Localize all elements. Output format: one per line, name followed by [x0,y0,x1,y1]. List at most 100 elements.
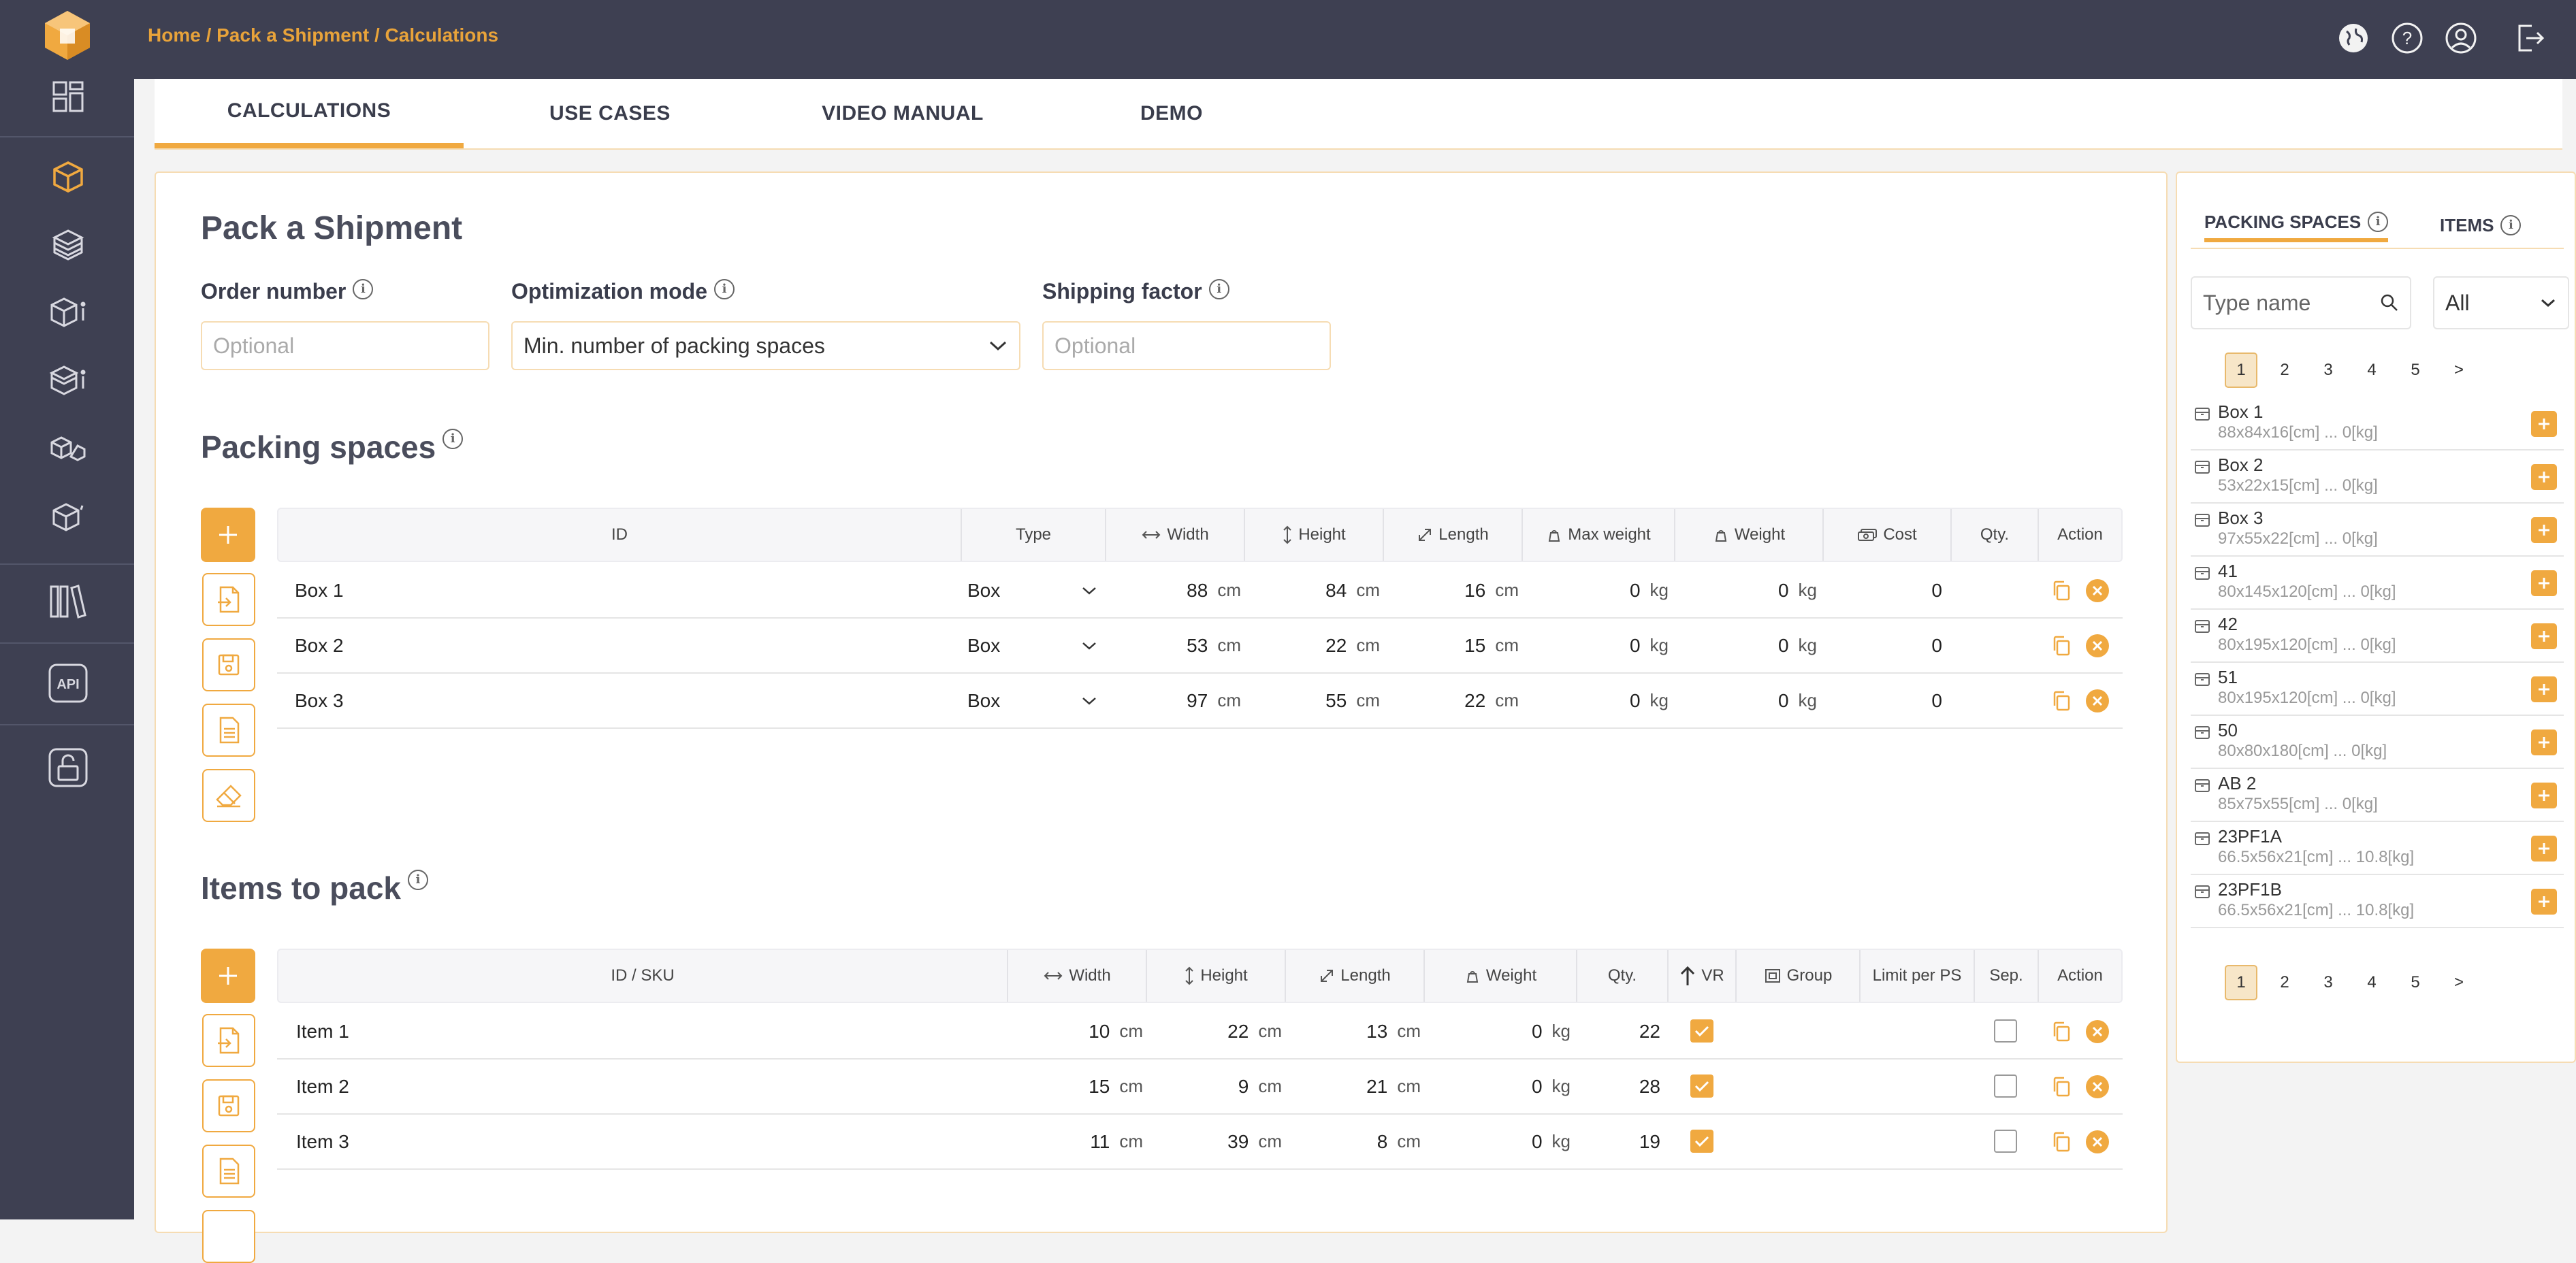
col-vr[interactable]: VR [1669,950,1737,1002]
info-icon[interactable]: i [442,429,464,449]
add-to-table-button[interactable] [2531,676,2557,702]
order-number-input[interactable]: Optional [201,321,489,370]
stacked-boxes-icon[interactable] [42,219,94,271]
item-limit-cell[interactable] [1859,1115,1972,1168]
item-length-cell[interactable]: 13 cm [1366,1020,1421,1042]
import-items-button[interactable] [202,1014,255,1067]
item-weight-cell[interactable]: 0 kg [1531,1075,1571,1097]
ps-width-cell[interactable]: 97 cm [1187,689,1241,711]
ps-id-cell[interactable]: Box 1 [295,579,344,601]
info-icon[interactable]: i [1208,279,1229,299]
pager-page[interactable]: 5 [2411,973,2420,991]
library-list-item[interactable]: 23PF1B 66.5x56x21[cm] ... 10.8[kg] [2191,875,2564,928]
load-items-template-button[interactable] [202,1145,255,1198]
pager-page[interactable]: 2 [2280,361,2289,379]
col-width[interactable]: Width [1106,509,1245,561]
copy-icon[interactable] [2051,1131,2072,1153]
col-type[interactable]: Type [962,509,1106,561]
library-search-input[interactable]: Type name [2191,276,2411,329]
col-length[interactable]: Length [1384,509,1523,561]
library-list-item[interactable]: 42 80x195x120[cm] ... 0[kg] [2191,610,2564,663]
save-button[interactable] [202,638,255,691]
item-weight-cell[interactable]: 0 kg [1531,1020,1571,1042]
add-to-table-button[interactable] [2531,783,2557,808]
ps-width-cell[interactable]: 88 cm [1187,579,1241,601]
item-height-cell[interactable]: 9 cm [1238,1075,1282,1097]
clear-items-button[interactable] [202,1210,255,1263]
vr-checkbox[interactable] [1690,1130,1713,1153]
item-group-cell[interactable] [1735,1115,1858,1168]
pack-shipment-icon[interactable] [42,151,94,203]
library-list-item[interactable]: Box 2 53x22x15[cm] ... 0[kg] [2191,450,2564,504]
tab-demo[interactable]: DEMO [1140,102,1203,125]
col-width[interactable]: Width [1008,950,1147,1002]
library-list-item[interactable]: 41 80x145x120[cm] ... 0[kg] [2191,557,2564,610]
ps-type-select[interactable]: Box [967,563,1104,617]
item-id-cell[interactable]: Item 3 [296,1130,349,1152]
col-group[interactable]: Group [1737,950,1861,1002]
item-width-cell[interactable]: 15 cm [1089,1075,1143,1097]
add-to-table-button[interactable] [2531,517,2557,543]
tab-packing-spaces[interactable]: PACKING SPACES i [2204,208,2389,242]
library-list-item[interactable]: 51 80x195x120[cm] ... 0[kg] [2191,663,2564,716]
sep-checkbox[interactable] [1994,1019,2017,1043]
add-to-table-button[interactable] [2531,570,2557,596]
breadcrumb[interactable]: Home / Pack a Shipment / Calculations [148,24,499,46]
vr-checkbox[interactable] [1690,1019,1713,1043]
col-qty[interactable]: Qty. [1952,509,2039,561]
logout-icon[interactable] [2507,16,2551,60]
box-tick-icon[interactable] [42,491,94,543]
library-list-item[interactable]: Box 1 88x84x16[cm] ... 0[kg] [2191,397,2564,450]
library-icon[interactable] [42,576,94,627]
ps-qty-cell[interactable] [1950,563,2032,617]
add-to-table-button[interactable] [2531,729,2557,755]
ps-height-cell[interactable]: 22 cm [1325,634,1380,656]
copy-icon[interactable] [2051,1021,2072,1043]
col-cost[interactable]: Cost [1824,509,1952,561]
sep-checkbox[interactable] [1994,1130,2017,1153]
item-qty-cell[interactable]: 19 [1639,1130,1660,1152]
ps-length-cell[interactable]: 16 cm [1464,579,1519,601]
col-limit-per-ps[interactable]: Limit per PS [1861,950,1975,1002]
pager-page[interactable]: 5 [2411,361,2420,379]
info-icon[interactable]: i [2368,212,2389,232]
user-account-icon[interactable] [2439,16,2483,60]
delete-icon[interactable] [2085,1019,2110,1044]
ps-height-cell[interactable]: 55 cm [1325,689,1380,711]
info-icon[interactable]: i [2500,215,2522,235]
pager-page[interactable]: 3 [2323,973,2333,991]
col-id[interactable]: ID [278,509,962,561]
load-template-button[interactable] [202,704,255,757]
ps-weight-cell[interactable]: 0 kg [1777,634,1817,656]
ps-max-weight-cell[interactable]: 0 kg [1629,689,1669,711]
item-limit-cell[interactable] [1859,1060,1972,1113]
lock-icon[interactable] [42,742,94,793]
item-length-cell[interactable]: 21 cm [1366,1075,1421,1097]
col-id-sku[interactable]: ID / SKU [278,950,1008,1002]
save-items-button[interactable] [202,1079,255,1132]
tab-use-cases[interactable]: USE CASES [549,102,671,125]
item-qty-cell[interactable]: 22 [1639,1020,1660,1042]
delete-icon[interactable] [2085,634,2110,658]
item-limit-cell[interactable] [1859,1004,1972,1058]
ps-cost-cell[interactable]: 0 [1931,579,1942,601]
globe-icon[interactable] [2332,16,2375,60]
pager-page[interactable]: 3 [2323,361,2333,379]
shipping-factor-input[interactable]: Optional [1042,321,1331,370]
info-icon[interactable]: i [714,279,735,299]
multi-box-icon[interactable] [42,423,94,475]
add-to-table-button[interactable] [2531,464,2557,490]
clear-table-button[interactable] [202,769,255,822]
delete-icon[interactable] [2085,1130,2110,1154]
item-weight-cell[interactable]: 0 kg [1531,1130,1571,1152]
col-qty[interactable]: Qty. [1577,950,1669,1002]
info-icon[interactable]: i [408,870,428,890]
library-list-item[interactable]: AB 2 85x75x55[cm] ... 0[kg] [2191,769,2564,822]
ps-weight-cell[interactable]: 0 kg [1777,689,1817,711]
tab-items[interactable]: ITEMS i [2440,208,2522,242]
add-to-table-button[interactable] [2531,623,2557,649]
delete-icon[interactable] [2085,689,2110,713]
item-group-cell[interactable] [1735,1004,1858,1058]
delete-icon[interactable] [2085,578,2110,603]
col-height[interactable]: Height [1147,950,1286,1002]
